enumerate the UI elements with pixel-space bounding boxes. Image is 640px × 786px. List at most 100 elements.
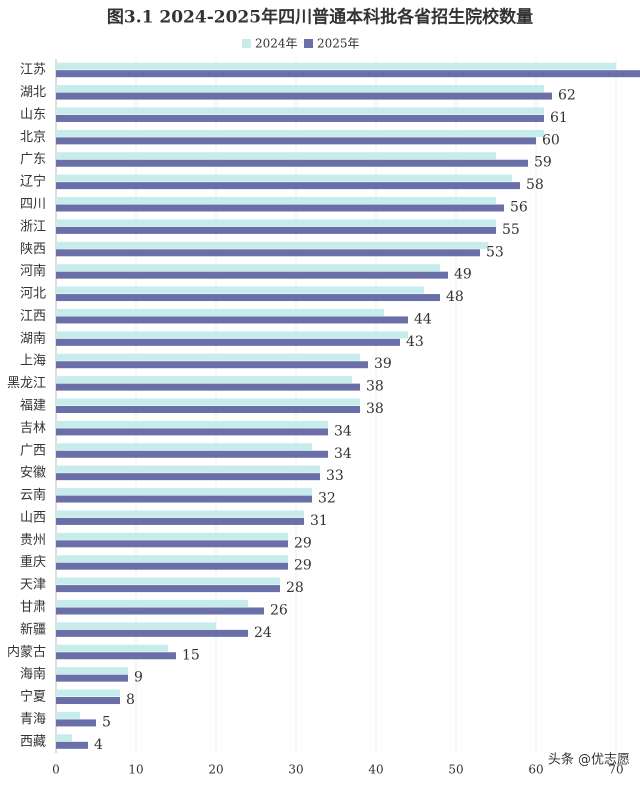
bar xyxy=(56,398,360,406)
bar xyxy=(56,741,88,749)
bar xyxy=(56,644,168,652)
y-tick-label: 安徽 xyxy=(20,466,46,481)
data-label: 31 xyxy=(310,513,328,529)
data-label: 61 xyxy=(550,110,568,126)
bar xyxy=(56,137,536,145)
data-label: 55 xyxy=(502,222,520,238)
legend-swatch xyxy=(304,39,313,48)
bar xyxy=(56,271,448,279)
x-tick-label: 60 xyxy=(528,763,543,777)
bar xyxy=(56,599,248,607)
data-label: 33 xyxy=(326,468,344,484)
y-tick-label: 青海 xyxy=(20,712,46,727)
data-label: 58 xyxy=(526,177,544,193)
bar xyxy=(56,383,360,391)
bar xyxy=(56,361,368,369)
bar xyxy=(56,308,384,316)
y-tick-label: 山西 xyxy=(20,510,46,525)
data-label: 43 xyxy=(406,334,424,350)
legend-swatch xyxy=(242,39,251,48)
bar xyxy=(56,443,312,451)
bar xyxy=(56,555,288,563)
data-label: 44 xyxy=(414,311,432,327)
bar xyxy=(56,70,640,78)
bar xyxy=(56,622,216,630)
bar xyxy=(56,353,360,361)
bar xyxy=(56,62,616,70)
data-label: 59 xyxy=(534,155,552,171)
bar xyxy=(56,667,128,675)
x-tick-label: 50 xyxy=(448,763,463,777)
y-tick-label: 甘肃 xyxy=(20,600,46,615)
y-tick-label: 四川 xyxy=(20,197,46,212)
data-label: 5 xyxy=(102,714,111,730)
y-tick-label: 湖北 xyxy=(20,85,46,100)
bar xyxy=(56,159,528,167)
data-label: 24 xyxy=(254,625,272,641)
bar xyxy=(56,585,280,593)
y-tick-label: 云南 xyxy=(20,487,46,503)
bar xyxy=(56,465,320,473)
bar xyxy=(56,129,544,137)
data-label: 38 xyxy=(366,379,384,395)
data-label: 39 xyxy=(374,356,392,372)
y-tick-label: 黑龙江 xyxy=(7,376,46,391)
data-label: 26 xyxy=(270,602,288,618)
bar xyxy=(56,219,496,227)
bar xyxy=(56,249,480,257)
y-tick-label: 西藏 xyxy=(20,734,46,749)
y-tick-label: 海南 xyxy=(20,666,46,682)
bar xyxy=(56,488,312,496)
data-label: 48 xyxy=(446,289,464,305)
bar xyxy=(56,85,544,93)
data-label: 49 xyxy=(454,267,472,283)
y-tick-label: 重庆 xyxy=(20,554,46,570)
bar xyxy=(56,517,304,525)
chart-title: 图3.1 2024-2025年四川普通本科批各省招生院校数量 xyxy=(107,7,533,28)
bar xyxy=(56,286,424,294)
y-tick-label: 贵州 xyxy=(20,533,46,548)
data-label: 60 xyxy=(542,132,560,148)
data-label: 9 xyxy=(134,670,143,686)
bar xyxy=(56,540,288,548)
bar xyxy=(56,607,264,615)
bar xyxy=(56,226,496,234)
y-tick-label: 陕西 xyxy=(20,242,46,257)
y-tick-label: 河北 xyxy=(20,287,46,302)
bar xyxy=(56,495,312,503)
bar xyxy=(56,107,544,115)
y-tick-label: 吉林 xyxy=(20,421,46,436)
x-tick-label: 0 xyxy=(52,763,60,777)
bar xyxy=(56,376,352,384)
bar xyxy=(56,652,176,660)
data-label: 34 xyxy=(334,446,352,462)
bar xyxy=(56,406,360,413)
bar xyxy=(56,577,280,585)
bar xyxy=(56,331,408,339)
y-tick-label: 江苏 xyxy=(20,62,46,78)
bar xyxy=(56,711,80,719)
bar xyxy=(56,174,512,182)
bar xyxy=(56,689,120,697)
data-label: 56 xyxy=(510,200,528,216)
bar xyxy=(56,420,328,428)
y-tick-label: 山东 xyxy=(20,107,46,122)
bar xyxy=(56,197,496,205)
y-tick-label: 湖南 xyxy=(20,330,46,346)
data-label: 4 xyxy=(94,737,103,753)
data-label: 32 xyxy=(318,491,336,507)
y-tick-label: 上海 xyxy=(20,354,46,369)
y-tick-label: 河南 xyxy=(20,263,46,279)
bar xyxy=(56,241,488,249)
y-tick-label: 江西 xyxy=(20,309,46,324)
bar xyxy=(56,450,328,458)
data-label: 28 xyxy=(286,580,304,596)
data-label: 15 xyxy=(182,647,200,663)
bar xyxy=(56,697,120,705)
data-label: 34 xyxy=(334,423,352,439)
data-label: 53 xyxy=(486,244,504,260)
data-label: 29 xyxy=(294,535,312,551)
data-label: 38 xyxy=(366,401,384,417)
